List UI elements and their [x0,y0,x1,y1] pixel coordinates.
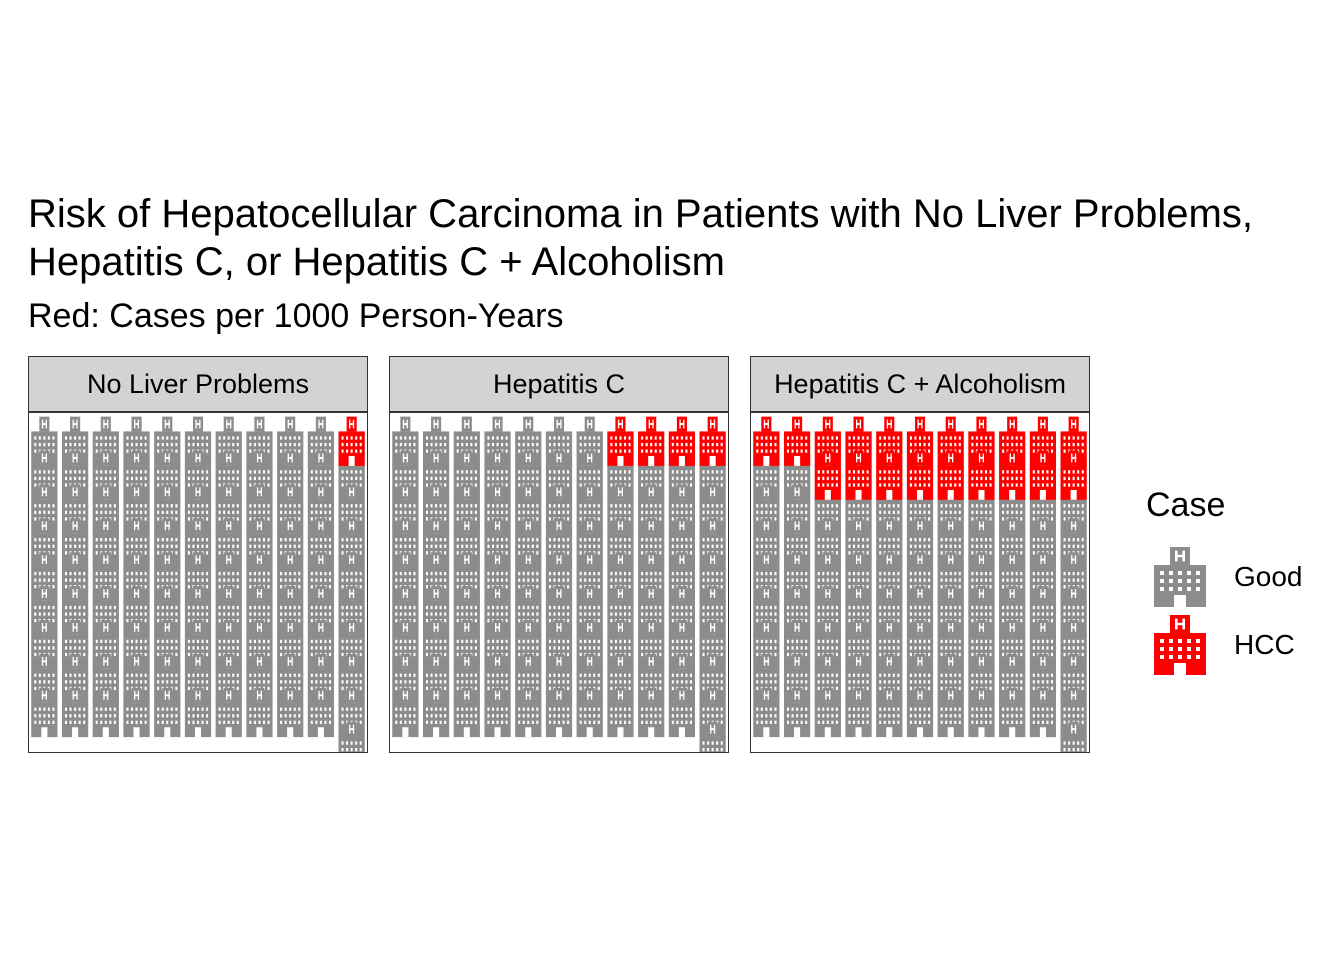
good-case-icon [515,687,542,738]
good-case-icon [215,687,242,738]
legend-item-good: Good [1146,545,1336,609]
good-case-icon [422,687,450,738]
good-case-icon [277,586,304,636]
good-case-icon [545,653,573,704]
good-case-icon [668,687,696,738]
chart-title-line-2: Hepatitis C, or Hepatitis C + Alcoholism [28,240,725,284]
hcc-case-icon [814,416,841,466]
good-case-icon [184,687,212,738]
panel-hepatitis-c-alcoholism: Hepatitis C + Alcoholism [750,356,1090,753]
good-case-icon [484,687,511,738]
good-case-icon [123,687,150,738]
good-case-icon [753,620,780,670]
good-case-icon [699,721,726,752]
good-case-icon [668,653,696,704]
hcc-case-icon [699,416,726,466]
good-case-icon [545,450,573,500]
pictogram-svg [31,416,365,752]
good-case-icon [61,687,89,738]
good-case-icon [307,687,335,738]
hcc-case-icon [876,450,903,500]
good-case-icon [453,518,480,568]
good-case-icon [783,687,811,738]
legend-label: Good [1234,561,1303,592]
good-case-icon [154,687,181,738]
good-case-icon [576,484,603,534]
pictogram-grid [389,412,729,753]
good-case-icon [392,687,419,738]
hcc-case-icon [338,416,365,466]
good-case-icon [576,450,603,500]
good-case-icon [638,687,665,738]
pictogram-svg [753,416,1087,752]
good-case-icon [968,586,995,636]
good-case-icon [31,687,58,738]
good-case-icon [845,687,872,738]
pictogram-grid [750,412,1090,753]
pictogram-svg [392,416,726,752]
panel-strip-label: Hepatitis C [389,356,729,412]
good-case-icon [1060,721,1087,752]
good-case-icon [123,518,150,568]
pictogram-grid [28,412,368,753]
chart-title: Risk of Hepatocellular Carcinoma in Pati… [28,190,1344,286]
good-case-icon [277,687,304,738]
legend-title: Case [1146,486,1226,524]
hcc-case-icon [668,416,696,466]
good-case-icon [1029,687,1057,738]
good-case-icon [753,687,780,738]
hospital-icon [1154,615,1206,675]
good-case-icon [31,416,58,466]
hcc-case-icon [783,416,811,466]
legend-label: HCC [1234,629,1295,660]
panel-strip-label: Hepatitis C + Alcoholism [750,356,1090,412]
hcc-case-icon [906,450,934,500]
good-case-icon [277,484,304,534]
good-case-icon [92,687,119,738]
good-case-icon [422,552,450,602]
good-case-icon [607,687,634,738]
panel-no-liver-problems: No Liver Problems [28,356,368,753]
good-case-icon [307,484,335,534]
good-case-icon [814,687,841,738]
hcc-case-icon [753,416,780,466]
good-case-icon [999,687,1026,738]
good-case-icon [453,687,480,738]
hcc-case-icon [638,416,665,466]
good-case-icon [123,484,150,534]
good-case-icon [906,687,934,738]
good-case-icon [515,552,542,602]
legend: Case Good HCC [1146,485,1336,695]
good-case-icon [545,687,573,738]
good-case-icon [876,687,903,738]
hcc-case-icon [1029,450,1057,500]
legend-key-icon [1154,615,1206,675]
good-case-icon [937,687,964,738]
good-case-icon [338,721,365,752]
good-case-icon [123,450,150,500]
hcc-case-icon [845,450,872,500]
good-case-icon [753,484,780,534]
hcc-case-icon [999,450,1026,500]
hcc-case-icon [607,416,634,466]
good-case-icon [246,687,273,738]
hcc-case-icon [937,450,964,500]
chart-title-line-1: Risk of Hepatocellular Carcinoma in Pati… [28,192,1253,236]
good-case-icon [576,687,603,738]
hospital-icon [1154,547,1206,607]
good-case-icon [31,586,58,636]
hcc-case-icon [937,416,964,466]
hcc-case-icon [968,450,995,500]
chart-subtitle: Red: Cases per 1000 Person-Years [28,297,564,335]
hcc-case-icon [1060,450,1087,500]
good-case-icon [184,586,212,636]
good-case-icon [783,518,811,568]
hcc-case-icon [814,450,841,500]
good-case-icon [968,687,995,738]
legend-item-hcc: HCC [1146,613,1336,677]
panel-hepatitis-c: Hepatitis C [389,356,729,753]
panel-strip-label: No Liver Problems [28,356,368,412]
good-case-icon [246,450,273,500]
legend-key-icon [1154,547,1206,607]
